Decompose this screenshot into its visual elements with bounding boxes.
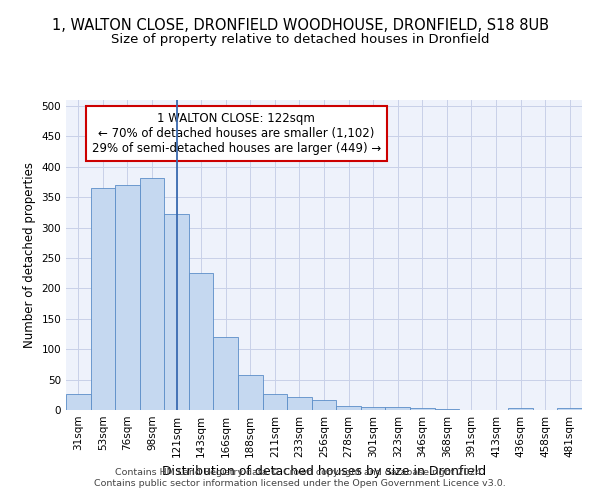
Y-axis label: Number of detached properties: Number of detached properties	[23, 162, 36, 348]
Bar	[238, 374, 263, 410]
Bar	[91, 188, 115, 410]
Text: Size of property relative to detached houses in Dronfield: Size of property relative to detached ho…	[111, 32, 489, 46]
Bar	[385, 407, 410, 410]
Text: Contains HM Land Registry data © Crown copyright and database right 2024.
Contai: Contains HM Land Registry data © Crown c…	[94, 468, 506, 487]
Bar	[66, 394, 91, 410]
X-axis label: Distribution of detached houses by size in Dronfield: Distribution of detached houses by size …	[162, 466, 486, 478]
Bar	[140, 178, 164, 410]
Bar	[214, 337, 238, 410]
Text: 1, WALTON CLOSE, DRONFIELD WOODHOUSE, DRONFIELD, S18 8UB: 1, WALTON CLOSE, DRONFIELD WOODHOUSE, DR…	[52, 18, 548, 32]
Bar	[189, 273, 214, 410]
Bar	[115, 185, 140, 410]
Bar	[263, 394, 287, 410]
Bar	[287, 396, 312, 410]
Bar	[508, 408, 533, 410]
Bar	[312, 400, 336, 410]
Bar	[361, 407, 385, 410]
Bar	[410, 408, 434, 410]
Bar	[557, 408, 582, 410]
Bar	[164, 214, 189, 410]
Text: 1 WALTON CLOSE: 122sqm
← 70% of detached houses are smaller (1,102)
29% of semi-: 1 WALTON CLOSE: 122sqm ← 70% of detached…	[92, 112, 381, 156]
Bar	[336, 406, 361, 410]
